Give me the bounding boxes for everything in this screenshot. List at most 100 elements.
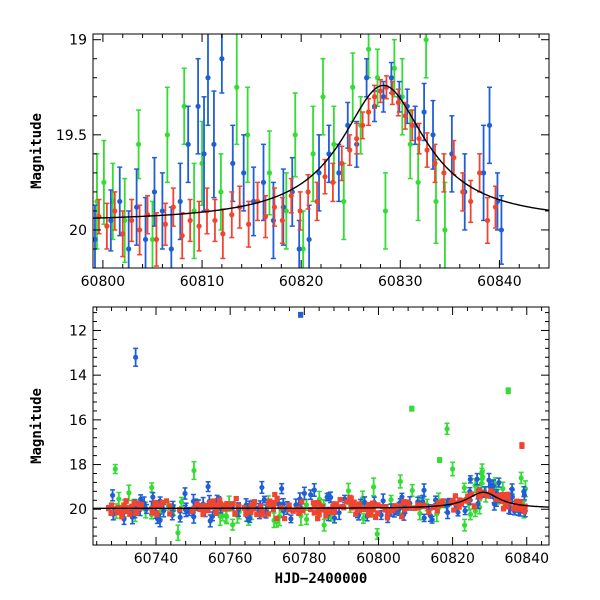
data-point bbox=[127, 510, 133, 517]
x-tick-label: 60820 bbox=[430, 551, 475, 567]
data-point bbox=[159, 172, 165, 250]
data-point bbox=[126, 210, 132, 268]
data-point bbox=[364, 57, 370, 98]
data-point bbox=[271, 499, 277, 506]
data-point bbox=[119, 513, 125, 520]
data-point bbox=[371, 477, 377, 497]
data-point bbox=[430, 99, 436, 170]
data-point bbox=[451, 507, 457, 513]
data-point bbox=[496, 477, 502, 488]
y-tick-label: 12 bbox=[69, 323, 87, 339]
data-point bbox=[477, 153, 483, 193]
data-point bbox=[375, 502, 381, 508]
data-point bbox=[320, 57, 326, 136]
data-point bbox=[311, 482, 317, 497]
data-point bbox=[347, 494, 353, 501]
model-curve bbox=[93, 84, 549, 219]
data-point bbox=[281, 515, 288, 522]
data-point bbox=[159, 499, 166, 506]
data-point bbox=[112, 463, 118, 475]
data-point bbox=[213, 510, 219, 516]
data-point bbox=[461, 482, 467, 493]
data-point bbox=[314, 181, 320, 222]
data-point bbox=[339, 145, 345, 182]
data-point bbox=[170, 187, 176, 227]
data-point bbox=[360, 513, 366, 524]
data-point bbox=[354, 122, 360, 155]
x-tick-label: 60800 bbox=[356, 551, 401, 567]
data-point bbox=[136, 109, 142, 180]
data-point bbox=[415, 143, 421, 222]
data-point bbox=[441, 153, 447, 193]
data-point bbox=[200, 511, 206, 517]
data-point bbox=[182, 487, 188, 500]
data-point bbox=[230, 518, 236, 531]
data-point bbox=[426, 509, 432, 515]
data-point bbox=[347, 134, 353, 167]
data-point bbox=[432, 143, 438, 184]
plot-frame bbox=[92, 306, 550, 546]
data-point bbox=[412, 105, 418, 146]
data-point bbox=[196, 200, 202, 252]
data-point bbox=[442, 181, 448, 268]
data-point bbox=[492, 185, 499, 229]
data-point bbox=[279, 482, 285, 495]
plot-area bbox=[93, 34, 549, 268]
data-point bbox=[409, 483, 415, 497]
data-point bbox=[365, 97, 372, 127]
x-tick-label: 60830 bbox=[378, 274, 423, 290]
data-point bbox=[219, 502, 225, 509]
data-point bbox=[185, 105, 191, 184]
data-point bbox=[142, 196, 149, 268]
model-curve bbox=[93, 491, 549, 510]
data-point bbox=[123, 498, 129, 504]
data-point bbox=[230, 124, 236, 203]
data-point bbox=[191, 460, 197, 481]
data-point bbox=[421, 483, 427, 498]
y-tick-label: 19.5 bbox=[56, 128, 87, 144]
panel-top: 60800 60810 60820 60830 60840 19 19.5 20 Magnitu… bbox=[29, 33, 550, 290]
data-point bbox=[109, 489, 116, 502]
data-point bbox=[195, 57, 201, 155]
data-point bbox=[271, 512, 277, 529]
data-point bbox=[467, 475, 473, 484]
data-point bbox=[399, 513, 405, 520]
data-point bbox=[246, 200, 252, 248]
data-point bbox=[153, 503, 159, 509]
data-point bbox=[232, 510, 238, 517]
data-point bbox=[330, 162, 336, 203]
y-axis-title: Magnitude bbox=[29, 113, 45, 189]
data-point bbox=[303, 513, 310, 526]
data-point bbox=[316, 134, 322, 212]
data-point bbox=[205, 480, 211, 493]
data-point bbox=[241, 134, 247, 212]
data-point bbox=[316, 511, 322, 518]
data-point bbox=[486, 86, 493, 165]
data-point bbox=[301, 486, 308, 501]
data-point bbox=[271, 187, 278, 227]
data-point bbox=[455, 507, 461, 517]
x-tick-label: 60740 bbox=[134, 551, 179, 567]
data-point bbox=[101, 139, 107, 225]
data-point bbox=[126, 484, 132, 502]
data-point bbox=[175, 524, 181, 542]
data-point bbox=[423, 34, 429, 79]
data-point bbox=[243, 510, 249, 517]
data-point bbox=[484, 196, 491, 245]
y-tick-label: 19 bbox=[69, 33, 87, 49]
data-point bbox=[402, 499, 408, 506]
data-point bbox=[306, 204, 312, 268]
x-tick-label: 60810 bbox=[180, 274, 225, 290]
data-point bbox=[151, 156, 158, 227]
x-tick-label: 60800 bbox=[81, 274, 126, 290]
data-point bbox=[471, 503, 477, 510]
data-point bbox=[179, 212, 185, 260]
data-point bbox=[382, 172, 389, 250]
data-point bbox=[270, 505, 276, 513]
data-point bbox=[299, 499, 305, 505]
data-point bbox=[461, 518, 468, 532]
data-point bbox=[117, 166, 123, 237]
data-point bbox=[367, 511, 374, 517]
data-point bbox=[322, 158, 328, 195]
